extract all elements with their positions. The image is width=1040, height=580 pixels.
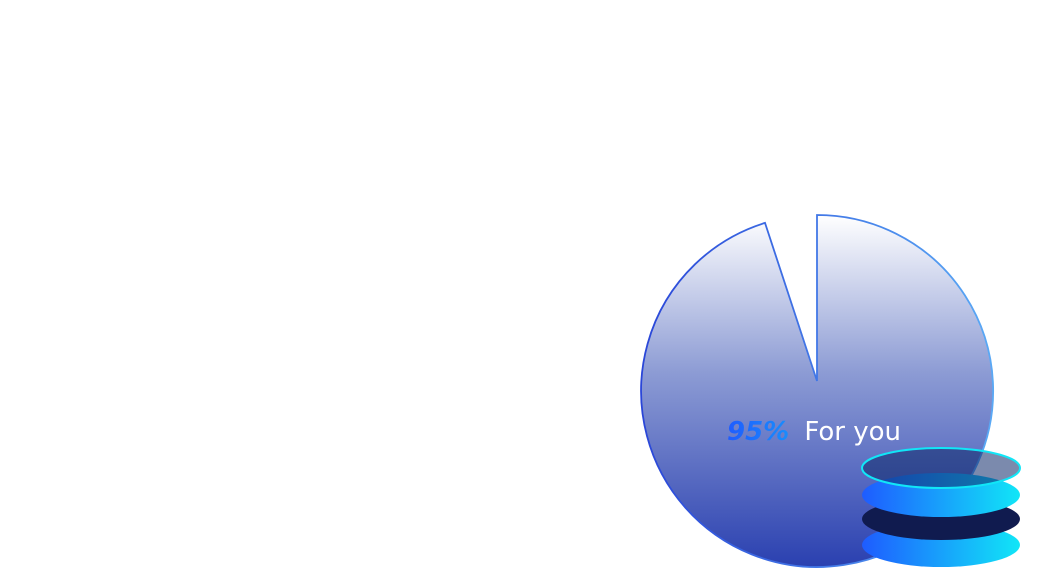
pie-caption: 95% For you — [727, 417, 901, 447]
caption-percent: 95% — [727, 417, 789, 447]
caption-text: For you — [804, 417, 901, 447]
coin-stack-icon — [861, 447, 1021, 567]
coin-disc-top — [861, 447, 1021, 489]
